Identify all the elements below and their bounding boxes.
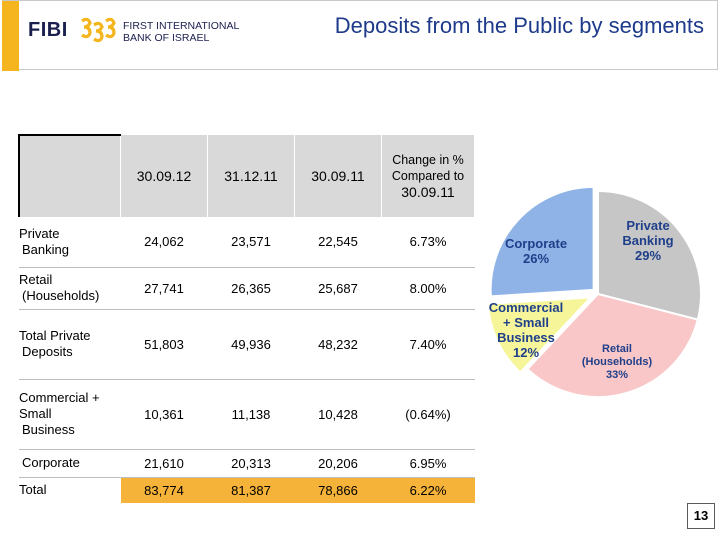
row-label: Corporate (19, 449, 121, 478)
header-blank-cell (18, 134, 121, 217)
cell-value: 48,232 (294, 309, 382, 380)
row-label-line: Deposits (22, 344, 73, 359)
table-row: Private Banking 24,062 23,571 22,545 6.7… (19, 217, 475, 268)
cell-value: 26,365 (207, 267, 295, 310)
table-row: Corporate 21,610 20,313 20,206 6.95% (19, 449, 475, 478)
cell-value: 20,206 (294, 449, 382, 478)
row-label-line: Total Private (19, 328, 91, 343)
row-label-line: Retail (19, 272, 53, 287)
bank-name-line2: BANK OF ISRAEL (123, 32, 210, 44)
fibi-logo-text: FIBI (28, 19, 68, 41)
change-header-line3: 30.09.11 (401, 184, 455, 200)
pie-slice-name: Banking (622, 233, 673, 248)
row-label-line: Private (19, 225, 60, 241)
pie-slice-name: (Households) (582, 356, 653, 368)
row-label-line: Commercial + (19, 390, 100, 405)
pie-slice-name: Business (497, 330, 555, 345)
slide-header: FIBI FIRST INTERNATIONAL BANK OF ISRAEL … (2, 0, 718, 71)
pie-slice-label: Retail (Households) 33% (582, 343, 653, 381)
cell-value: 24,062 (120, 217, 208, 268)
cell-value: 10,428 (294, 379, 382, 450)
pie-slice (597, 189, 702, 321)
pie-slice (486, 296, 594, 374)
pie-slice-name: + Small (503, 315, 549, 330)
pie-slice-label: Commercial + Small Business 12% (489, 300, 563, 360)
pie-slice-name: Corporate (505, 236, 567, 251)
bank-name: FIRST INTERNATIONAL BANK OF ISRAEL (123, 20, 239, 44)
row-label-line: (Households) (22, 288, 100, 303)
cell-value: 25,687 (294, 267, 382, 310)
row-label: Total Private Deposits (19, 309, 121, 380)
cell-value: 81,387 (207, 477, 295, 503)
cell-value: 51,803 (120, 309, 208, 380)
cell-change: 7.40% (381, 309, 475, 380)
pie-slice-name: Private (626, 218, 669, 233)
bank-name-line1: FIRST INTERNATIONAL (123, 20, 240, 32)
cell-value: 78,866 (294, 477, 382, 503)
header-accent-bar (2, 1, 19, 71)
cell-value: 23,571 (207, 217, 295, 268)
pie-slice-percent: 12% (513, 345, 539, 360)
pie-slice (526, 292, 699, 398)
pie-slice (489, 185, 595, 298)
deposits-table: 30.09.12 31.12.11 30.09.11 Change in % C… (18, 134, 475, 503)
col-header-change: Change in % Compared to 30.09.11 (381, 135, 475, 217)
cell-value: 22,545 (294, 217, 382, 268)
row-label-line: Corporate (22, 455, 80, 470)
table-header-row: 30.09.12 31.12.11 30.09.11 Change in % C… (18, 134, 475, 217)
col-header-2: 31.12.11 (207, 135, 295, 217)
cell-value: 83,774 (120, 477, 208, 503)
row-label-line: Small (19, 406, 52, 421)
row-label: Commercial + Small Business (19, 379, 121, 450)
col-header-1: 30.09.12 (120, 135, 208, 217)
pie-slice-label: Private Banking 29% (622, 218, 673, 263)
table-row: Total Private Deposits 51,803 49,936 48,… (19, 309, 475, 380)
row-label: Retail (Households) (19, 267, 121, 310)
cell-change: 6.73% (381, 217, 475, 268)
table-row: Commercial + Small Business 10,361 11,13… (19, 379, 475, 450)
pie-slice-name: Retail (602, 343, 632, 355)
row-label-line: Banking (22, 241, 69, 257)
row-label: Total (19, 477, 121, 503)
row-label-line: Total (19, 482, 47, 498)
deposits-table-wrap: 30.09.12 31.12.11 30.09.11 Change in % C… (18, 134, 475, 503)
change-header-line2: Compared to (391, 169, 465, 183)
cell-value: 49,936 (207, 309, 295, 380)
pie-slice-name: Commercial (489, 300, 563, 315)
row-label-line: Business (22, 422, 75, 437)
page-title: Deposits from the Public by segments (334, 13, 704, 38)
pie-slice-percent: 33% (606, 369, 628, 381)
cell-change: 6.22% (381, 477, 475, 503)
table-row: Retail (Households) 27,741 26,365 25,687… (19, 267, 475, 310)
col-header-3: 30.09.11 (294, 135, 382, 217)
pie-slice-label: Corporate 26% (505, 236, 567, 266)
cell-value: 21,610 (120, 449, 208, 478)
cell-change: 8.00% (381, 267, 475, 310)
page-number: 13 (687, 503, 715, 529)
cell-value: 27,741 (120, 267, 208, 310)
deposits-pie-chart: Private Banking 29% Retail (Households) 33% Co… (486, 185, 702, 398)
cell-value: 11,138 (207, 379, 295, 450)
table-row-total: Total 83,774 81,387 78,866 6.22% (19, 477, 475, 503)
cell-change: (0.64%) (381, 379, 475, 450)
change-header-line1: Change in % (392, 153, 464, 167)
pie-slice-percent: 26% (523, 251, 549, 266)
pie-slice-percent: 29% (635, 248, 661, 263)
cell-change: 6.95% (381, 449, 475, 478)
row-label: Private Banking (19, 217, 121, 268)
cell-value: 20,313 (207, 449, 295, 478)
fibi-logo-icon (81, 17, 116, 43)
cell-value: 10,361 (120, 379, 208, 450)
